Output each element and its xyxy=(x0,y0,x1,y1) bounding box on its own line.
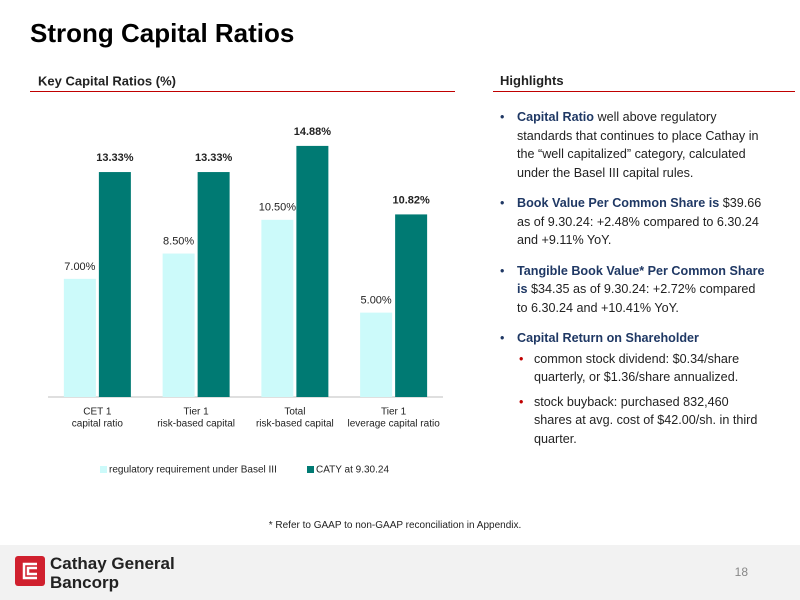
highlight-subitem: common stock dividend: $0.34/share quart… xyxy=(517,350,765,387)
value-label: 14.88% xyxy=(294,126,332,138)
highlight-item: Capital Ratio well above regulatory stan… xyxy=(500,108,765,182)
x-tick-label: capital ratio xyxy=(72,419,124,430)
highlights-list: Capital Ratio well above regulatory stan… xyxy=(500,108,765,460)
bar xyxy=(98,172,131,397)
highlight-item: Book Value Per Common Share is $39.66 as… xyxy=(500,194,765,250)
value-label: 10.82% xyxy=(392,194,430,206)
bar xyxy=(360,312,393,397)
x-tick-label: Total xyxy=(284,407,305,418)
company-name: Cathay General Bancorp xyxy=(50,554,175,592)
x-tick-label: leverage capital ratio xyxy=(347,419,440,430)
company-line: Bancorp xyxy=(50,573,119,592)
x-tick-label: Tier 1 xyxy=(184,407,210,418)
highlight-lead: Capital Return on Shareholder xyxy=(517,331,699,345)
page-number: 18 xyxy=(734,565,748,579)
x-tick-label: risk-based capital xyxy=(157,419,235,430)
legend-label: CATY at 9.30.24 xyxy=(316,465,389,476)
footnote: * Refer to GAAP to non-GAAP reconciliati… xyxy=(268,520,522,531)
highlights-title: Highlights xyxy=(500,73,564,88)
chart: Key Capital Ratios (%) 7.00% 8.50% 10.50% 5… xyxy=(30,73,455,476)
highlight-lead: Tangible Book Value* Per Common Share is xyxy=(517,263,765,297)
bar xyxy=(395,214,428,397)
highlight-text: $39.66 as of 9.30.24: +2.48% compared to… xyxy=(517,196,762,247)
x-tick-label: risk-based capital xyxy=(256,419,334,430)
title-rule xyxy=(30,91,455,92)
highlight-lead: Book Value Per Common Share is xyxy=(517,196,720,210)
value-label: 13.33% xyxy=(195,152,233,164)
slide-title: Strong Capital Ratios xyxy=(30,18,295,48)
x-tick-label: Tier 1 xyxy=(381,407,407,418)
chart-title: Key Capital Ratios (%) xyxy=(38,73,176,88)
legend-label: regulatory requirement under Basel III xyxy=(109,465,277,476)
bar xyxy=(296,145,329,397)
highlights-rule xyxy=(493,91,795,92)
highlight-item: Tangible Book Value* Per Common Share is… xyxy=(500,262,765,318)
legend-swatch xyxy=(100,466,107,473)
value-label: 13.33% xyxy=(96,152,134,164)
highlight-text: well above regulatory standards that con… xyxy=(517,110,759,180)
company-line: Cathay General xyxy=(50,554,175,573)
highlight-lead: Capital Ratio xyxy=(517,110,594,124)
value-label: 5.00% xyxy=(361,295,392,307)
highlight-sublist: common stock dividend: $0.34/share quart… xyxy=(517,350,765,449)
bar xyxy=(63,278,96,397)
value-label: 10.50% xyxy=(259,202,297,214)
bar xyxy=(261,219,294,397)
footer-band xyxy=(0,545,800,600)
value-label: 7.00% xyxy=(64,261,95,273)
highlight-text: $34.35 as of 9.30.24: +2.72% compared to… xyxy=(517,282,756,315)
value-label: 8.50% xyxy=(163,235,194,247)
highlight-subitem: stock buyback: purchased 832,460 shares … xyxy=(517,393,765,449)
bar xyxy=(197,172,230,397)
bar xyxy=(162,253,195,397)
logo-icon xyxy=(15,556,45,586)
x-tick-label: CET 1 xyxy=(83,407,112,418)
highlight-item: Capital Return on Shareholder common stoc… xyxy=(500,329,765,448)
legend-swatch xyxy=(307,466,314,473)
